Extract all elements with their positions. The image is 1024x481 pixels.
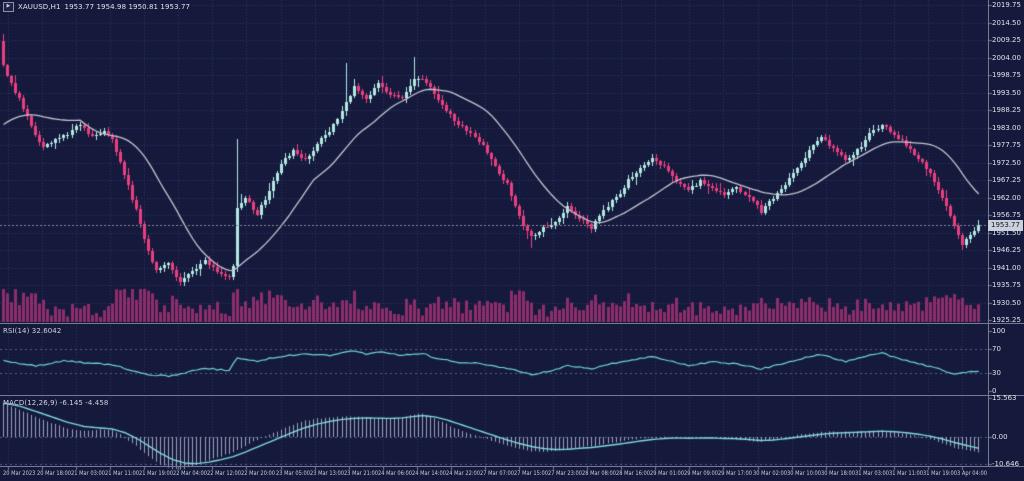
- time-axis-label: 28 Mar 08:00: [582, 470, 617, 477]
- time-axis-label: 3 Apr 04:00: [956, 470, 987, 477]
- time-axis-label: 21 Mar 03:00: [71, 470, 106, 477]
- time-axis-label: 22 Mar 04:00: [173, 470, 208, 477]
- price-axis-label: 2009.25: [992, 36, 1021, 45]
- time-axis-label: 27 Mar 23:00: [548, 470, 583, 477]
- time-axis-label: 31 Mar 03:00: [854, 470, 889, 477]
- price-axis-label: 1941.00: [992, 263, 1021, 272]
- price-axis-label: 1962.00: [992, 193, 1021, 202]
- macd-label: MACD(12,26,9) -6.145 -4.458: [3, 399, 109, 407]
- time-axis-label: 28 Mar 16:00: [616, 470, 651, 477]
- time-axis-label: 22 Mar 20:00: [241, 470, 276, 477]
- price-axis-label: 1998.75: [992, 71, 1021, 80]
- time-axis-label: 29 Mar 01:00: [650, 470, 685, 477]
- price-axis-border: [988, 0, 989, 466]
- time-axis-label: 31 Mar 11:00: [888, 470, 923, 477]
- macd-axis-label: -10.646: [992, 459, 1020, 468]
- time-axis-label: 27 Mar 07:00: [479, 470, 515, 477]
- price-axis-label: 1977.75: [992, 141, 1021, 150]
- price-axis-label: 1935.75: [992, 281, 1021, 290]
- time-axis-label: 30 Mar 10:00: [786, 470, 821, 477]
- time-axis-label: 31 Mar 19:00: [922, 470, 957, 477]
- price-axis-label: 2019.75: [992, 1, 1021, 9]
- time-axis-label: 24 Mar 22:00: [445, 470, 480, 477]
- current-price-tag: 1953.77: [988, 220, 1023, 232]
- panel-separator-rsi[interactable]: [0, 323, 1024, 324]
- price-axis-label: 1946.25: [992, 246, 1021, 255]
- time-axis-label: 27 Mar 15:00: [514, 470, 549, 477]
- time-axis-label: 20 Mar 2023: [3, 470, 36, 477]
- price-axis-label: 1925.25: [992, 316, 1021, 325]
- price-axis-label: 1951.50: [992, 228, 1021, 237]
- panel-separator-macd[interactable]: [0, 395, 1024, 396]
- time-axis-label: 23 Mar 05:00: [275, 470, 310, 477]
- price-axis-label: 1993.50: [992, 88, 1021, 97]
- chart-title: ▶ XAUUSD,H1 1953.77 1954.98 1950.81 1953…: [3, 2, 190, 12]
- rsi-axis-label: 100: [992, 327, 1006, 335]
- time-axis-label: 22 Mar 12:00: [207, 470, 242, 477]
- time-axis-label: 30 Mar 18:00: [820, 470, 855, 477]
- time-axis-label: 24 Mar 14:00: [411, 470, 446, 477]
- symbol-marker-icon[interactable]: ▶: [3, 2, 14, 12]
- price-axis-label: 2004.00: [992, 53, 1021, 62]
- ohlc-values: 1953.77 1954.98 1950.81 1953.77: [64, 3, 191, 11]
- time-axis-label: 20 Mar 18:00: [37, 470, 72, 477]
- time-axis-label: 30 Mar 02:00: [752, 470, 787, 477]
- macd-axis-label: 15.563: [992, 393, 1017, 402]
- rsi-axis-label: 30: [992, 369, 1001, 377]
- price-axis-label: 1930.50: [992, 298, 1021, 307]
- price-axis-label: 1988.25: [992, 106, 1021, 115]
- time-axis-separator: [0, 466, 1024, 467]
- price-axis-label: 1967.25: [992, 176, 1021, 185]
- price-axis-label: 1972.50: [992, 158, 1021, 167]
- time-axis-label: 21 Mar 19:00: [139, 470, 174, 477]
- price-axis-label: 2014.50: [992, 18, 1021, 27]
- time-axis-label: 24 Mar 06:00: [377, 470, 412, 477]
- symbol-period-label: XAUUSD,H1: [18, 3, 61, 11]
- price-axis-label: 1983.00: [992, 123, 1021, 132]
- price-axis-label: 1956.75: [992, 211, 1021, 220]
- time-axis-label: 23 Mar 21:00: [343, 470, 378, 477]
- rsi-axis-label: 0: [992, 387, 997, 395]
- time-axis-label: 23 Mar 13:00: [309, 470, 344, 477]
- time-axis-label: 21 Mar 11:00: [105, 470, 140, 477]
- time-axis-label: 29 Mar 09:00: [684, 470, 719, 477]
- rsi-axis-label: 70: [992, 345, 1001, 353]
- macd-axis-label: 0.00: [992, 433, 1008, 441]
- rsi-label: RSI(14) 32.6042: [3, 327, 62, 335]
- time-axis-label: 29 Mar 17:00: [718, 470, 753, 477]
